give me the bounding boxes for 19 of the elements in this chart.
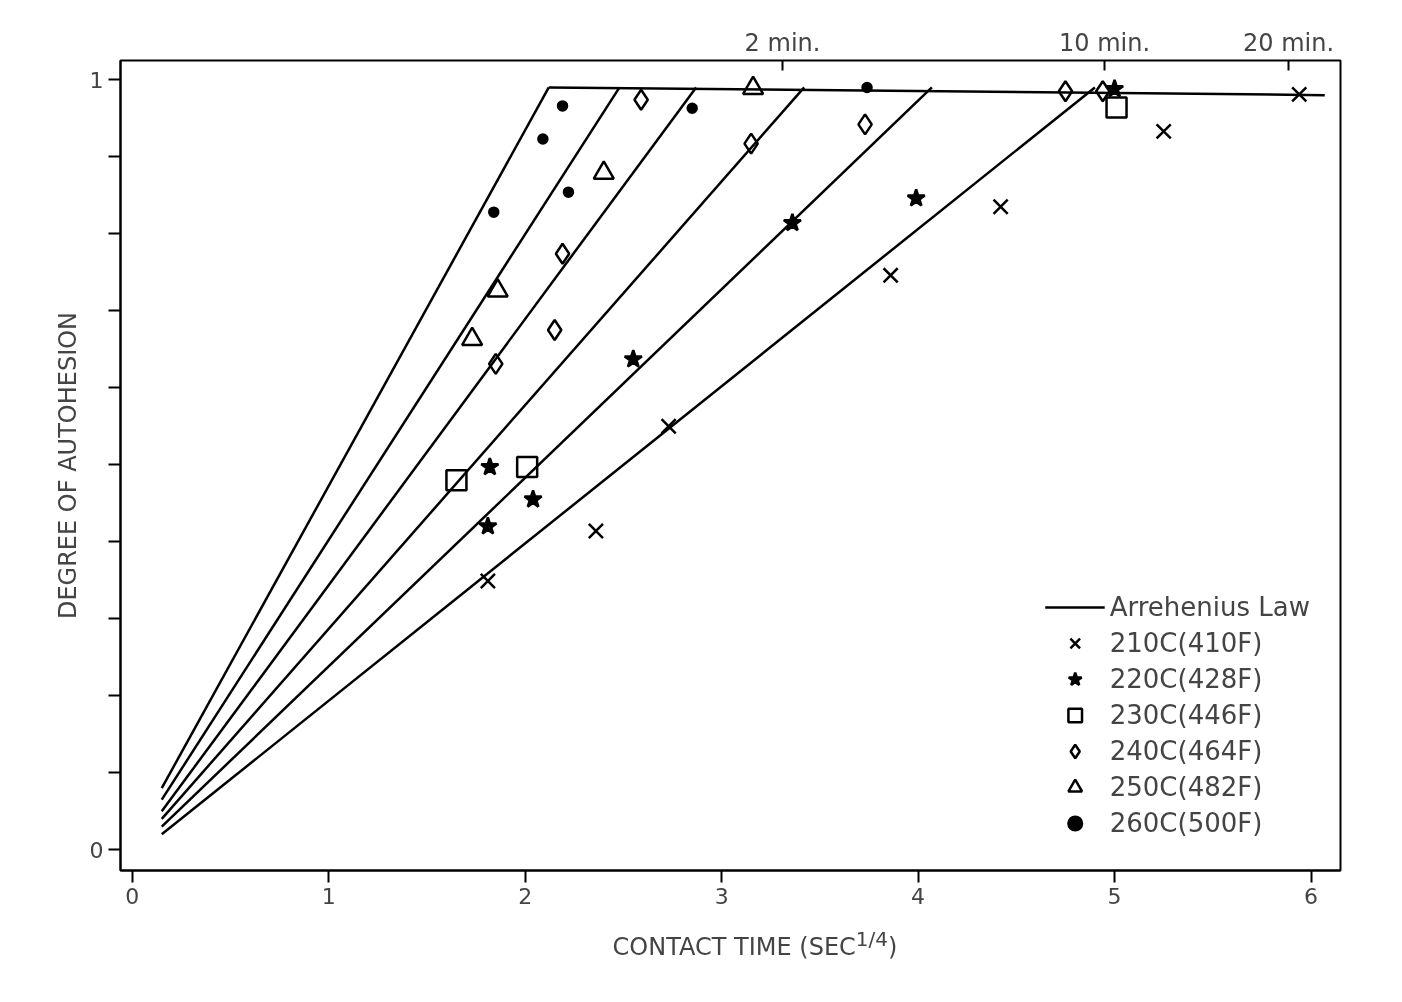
legend-label: 240C(464F) xyxy=(1109,735,1263,768)
legend-label: 230C(446F) xyxy=(1109,699,1263,732)
text: 10 min. xyxy=(1059,28,1151,57)
x-tick-label: 3 xyxy=(714,883,729,909)
x-tick-label: 5 xyxy=(1107,883,1122,909)
x-tick-label: 1 xyxy=(321,883,336,909)
y-axis-title: DEGREE OF AUTOHESION xyxy=(53,311,82,620)
legend-label: 260C(500F) xyxy=(1109,807,1263,840)
legend-label: 220C(428F) xyxy=(1109,663,1263,696)
legend-label: 210C(410F) xyxy=(1109,627,1263,660)
x-axis-title: CONTACT TIME (SEC$^{1/4}$) xyxy=(612,926,898,963)
legend-label: Arrehenius Law xyxy=(1109,591,1310,624)
x-tick-label: 0 xyxy=(125,883,140,909)
text: 20 min. xyxy=(1243,28,1335,57)
text: 2 min. xyxy=(744,28,821,57)
x-tick-label: 2 xyxy=(518,883,533,909)
x-tick-label: 6 xyxy=(1304,883,1319,909)
x-tick-label: 4 xyxy=(911,883,926,909)
legend-label: 250C(482F) xyxy=(1109,771,1263,804)
